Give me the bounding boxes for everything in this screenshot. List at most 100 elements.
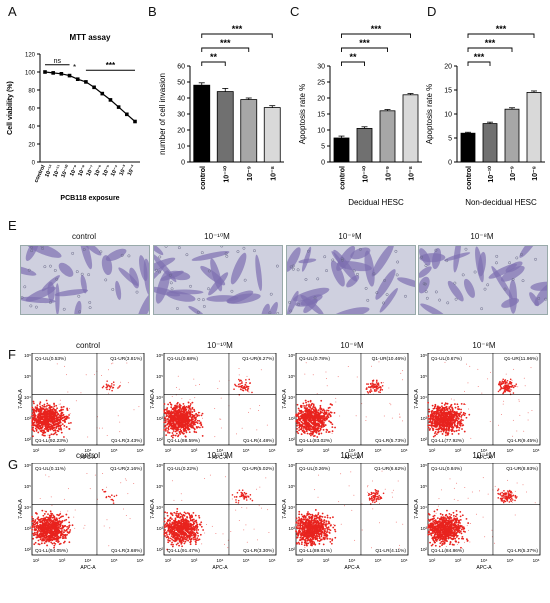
event-dot (446, 433, 449, 436)
event-dot (32, 534, 35, 537)
sig-bracket (201, 33, 273, 38)
x-tick-label: 10⁻⁸ (77, 164, 88, 177)
event-dot (444, 361, 446, 363)
event-dot (49, 408, 52, 411)
event-dot (504, 379, 507, 381)
event-dot (58, 517, 61, 520)
event-dot (328, 406, 331, 409)
event-dot (505, 389, 507, 391)
event-dot (437, 431, 439, 434)
event-dot (67, 391, 69, 393)
event-dot (445, 413, 448, 415)
event-dot (199, 523, 202, 526)
event-dot (304, 399, 307, 402)
event-dot (449, 415, 451, 417)
event-dot (431, 424, 434, 427)
event-dot (442, 425, 445, 428)
event-dot (432, 419, 434, 422)
event-dot (185, 521, 187, 523)
event-dot (497, 390, 500, 393)
event-dot (42, 527, 45, 530)
data-point (59, 72, 64, 76)
event-dot (165, 408, 168, 411)
event-dot (169, 401, 171, 404)
event-dot (192, 401, 194, 403)
event-dot (188, 513, 191, 516)
event-dot (450, 426, 453, 429)
event-dot (428, 410, 431, 413)
event-dot (45, 510, 47, 513)
event-dot (447, 425, 450, 428)
event-dot (175, 543, 178, 546)
event-dot (50, 541, 53, 544)
event-dot (49, 436, 51, 438)
event-dot (179, 538, 181, 540)
data-point (100, 91, 105, 96)
event-dot (190, 538, 193, 541)
event-dot (456, 403, 459, 406)
panel-letter-g: G (8, 457, 19, 472)
x-tick-label: 10⁴ (217, 448, 224, 453)
x-tick-label: 10⁻³ (118, 164, 129, 177)
event-dot (183, 417, 186, 419)
event-dot (327, 409, 330, 412)
stained-cell (230, 252, 247, 285)
event-dot (447, 427, 450, 430)
event-dot (35, 429, 38, 432)
event-dot (328, 431, 331, 433)
event-dot (166, 536, 169, 538)
event-dot (47, 541, 49, 543)
event-dot (355, 415, 357, 417)
data-point (92, 85, 96, 90)
event-dot (435, 433, 438, 436)
event-dot (166, 423, 169, 426)
pore (473, 270, 477, 274)
event-dot (31, 423, 34, 426)
y-tick-label: 120 (25, 53, 36, 59)
event-dot (53, 538, 56, 541)
event-dot (443, 411, 446, 414)
microscopy-cells (419, 246, 547, 314)
microscopy-title: control (71, 232, 96, 241)
event-dot (455, 429, 458, 432)
stained-cell (330, 260, 345, 287)
event-dot (434, 403, 437, 406)
event-dot (189, 409, 192, 411)
pore (80, 272, 84, 276)
event-dot (43, 536, 46, 539)
event-dot (174, 418, 176, 420)
pore (495, 261, 498, 265)
event-dot (378, 361, 380, 363)
event-dot (460, 416, 463, 418)
event-dot (186, 414, 189, 417)
event-dot (306, 432, 309, 435)
pore (185, 253, 189, 257)
event-dot (504, 382, 507, 385)
event-dot (462, 419, 464, 422)
event-dot (437, 412, 440, 415)
event-dot (430, 421, 432, 424)
pore (164, 246, 168, 248)
event-dot (327, 413, 330, 416)
event-dot (196, 419, 199, 422)
event-dot (243, 387, 246, 390)
event-dot (297, 413, 300, 416)
event-dot (180, 429, 183, 432)
pore (296, 268, 300, 272)
event-dot (175, 387, 177, 389)
stained-cell (136, 292, 149, 314)
event-dot (295, 413, 298, 416)
y-tick-label: 25 (317, 80, 325, 87)
event-dot (435, 411, 438, 414)
event-dot (500, 382, 502, 385)
event-dot (449, 410, 452, 413)
event-dot (49, 516, 52, 519)
y-tick-label: 30 (317, 64, 325, 71)
event-dot (51, 523, 53, 526)
event-dot (438, 406, 441, 409)
event-dot (190, 532, 193, 535)
event-dot (48, 525, 50, 528)
event-dot (59, 414, 62, 417)
event-dot (57, 430, 60, 433)
event-dot (59, 522, 62, 525)
